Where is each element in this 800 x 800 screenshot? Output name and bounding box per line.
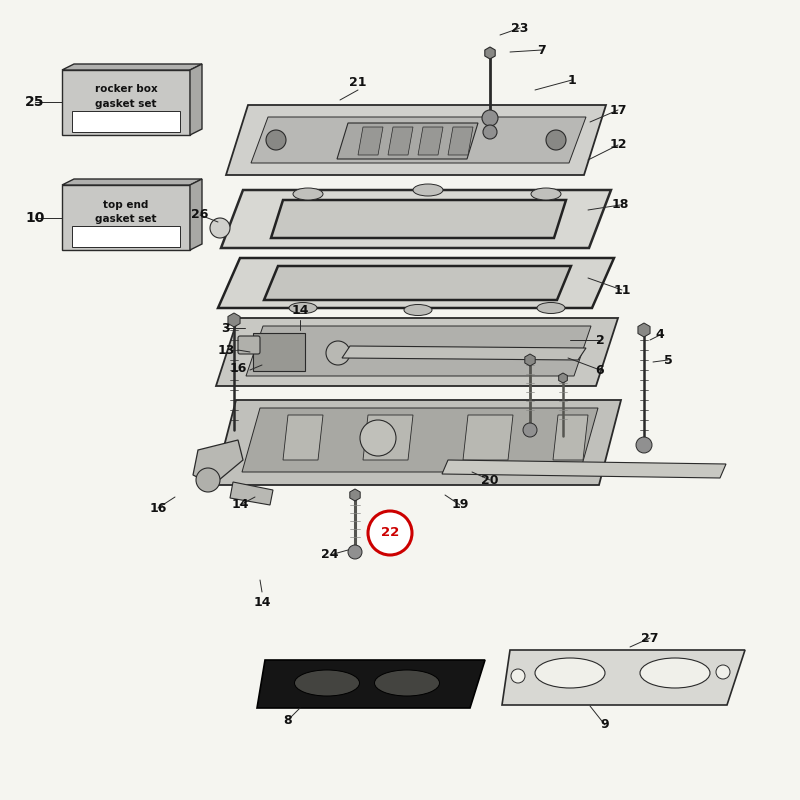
Circle shape xyxy=(368,511,412,555)
Polygon shape xyxy=(216,318,618,386)
FancyBboxPatch shape xyxy=(253,333,305,371)
Polygon shape xyxy=(463,415,513,460)
Ellipse shape xyxy=(531,188,561,200)
Polygon shape xyxy=(358,127,383,155)
Polygon shape xyxy=(448,127,473,155)
Polygon shape xyxy=(62,64,202,70)
Text: 3: 3 xyxy=(222,322,230,334)
Polygon shape xyxy=(350,489,360,501)
Polygon shape xyxy=(342,346,586,360)
Polygon shape xyxy=(283,415,323,460)
Text: 11: 11 xyxy=(614,283,630,297)
Text: 2: 2 xyxy=(596,334,604,346)
Text: 21: 21 xyxy=(350,77,366,90)
Polygon shape xyxy=(193,440,243,485)
Text: rocker box: rocker box xyxy=(94,85,158,94)
Circle shape xyxy=(546,130,566,150)
Polygon shape xyxy=(218,258,614,308)
Text: 14: 14 xyxy=(254,597,270,610)
Text: 9: 9 xyxy=(601,718,610,731)
Polygon shape xyxy=(257,660,485,708)
Circle shape xyxy=(210,218,230,238)
Polygon shape xyxy=(525,354,535,366)
Polygon shape xyxy=(228,313,240,327)
Ellipse shape xyxy=(640,658,710,688)
Polygon shape xyxy=(72,226,180,247)
Text: 20: 20 xyxy=(482,474,498,486)
Polygon shape xyxy=(242,408,598,472)
Text: 1: 1 xyxy=(568,74,576,86)
Text: 8: 8 xyxy=(284,714,292,726)
Text: 16: 16 xyxy=(230,362,246,374)
Text: 14: 14 xyxy=(231,498,249,511)
Polygon shape xyxy=(230,482,273,505)
Polygon shape xyxy=(553,415,588,460)
Text: 23: 23 xyxy=(511,22,529,34)
Polygon shape xyxy=(251,117,586,163)
Circle shape xyxy=(360,420,396,456)
Polygon shape xyxy=(226,105,606,175)
Circle shape xyxy=(266,130,286,150)
Polygon shape xyxy=(363,415,413,460)
Circle shape xyxy=(196,468,220,492)
Text: 14: 14 xyxy=(291,303,309,317)
Polygon shape xyxy=(638,323,650,337)
Polygon shape xyxy=(221,190,611,248)
Circle shape xyxy=(716,665,730,679)
Text: 18: 18 xyxy=(611,198,629,211)
Polygon shape xyxy=(62,185,190,250)
Polygon shape xyxy=(62,179,202,185)
Ellipse shape xyxy=(289,302,317,314)
Polygon shape xyxy=(337,123,478,159)
Polygon shape xyxy=(388,127,413,155)
Polygon shape xyxy=(271,200,566,238)
Text: 27: 27 xyxy=(642,631,658,645)
Circle shape xyxy=(483,125,497,139)
Circle shape xyxy=(326,341,350,365)
Text: 17: 17 xyxy=(610,103,626,117)
Polygon shape xyxy=(502,650,745,705)
Text: 13: 13 xyxy=(218,343,234,357)
FancyBboxPatch shape xyxy=(238,336,260,354)
Polygon shape xyxy=(442,460,726,478)
Text: 7: 7 xyxy=(538,43,546,57)
Text: 25: 25 xyxy=(26,95,45,109)
Polygon shape xyxy=(558,373,567,383)
Ellipse shape xyxy=(294,670,359,696)
Text: 19: 19 xyxy=(451,498,469,511)
Polygon shape xyxy=(72,111,180,132)
Circle shape xyxy=(636,437,652,453)
Ellipse shape xyxy=(374,670,439,696)
Text: 26: 26 xyxy=(191,209,209,222)
Text: 22: 22 xyxy=(381,526,399,539)
Circle shape xyxy=(348,545,362,559)
Text: 16: 16 xyxy=(150,502,166,514)
Text: gasket set: gasket set xyxy=(95,214,157,224)
Circle shape xyxy=(511,669,525,683)
Polygon shape xyxy=(246,326,591,376)
Text: gasket set: gasket set xyxy=(95,98,157,109)
Ellipse shape xyxy=(535,658,605,688)
Ellipse shape xyxy=(537,302,565,314)
Text: top end: top end xyxy=(103,199,149,210)
Ellipse shape xyxy=(293,188,323,200)
Text: 24: 24 xyxy=(322,549,338,562)
Text: 4: 4 xyxy=(656,329,664,342)
Ellipse shape xyxy=(413,184,443,196)
Text: 10: 10 xyxy=(26,211,45,225)
Text: 5: 5 xyxy=(664,354,672,366)
Text: 6: 6 xyxy=(596,363,604,377)
Polygon shape xyxy=(62,70,190,135)
Text: 12: 12 xyxy=(610,138,626,151)
Polygon shape xyxy=(190,64,202,135)
Polygon shape xyxy=(485,47,495,59)
Circle shape xyxy=(523,423,537,437)
Polygon shape xyxy=(264,266,571,300)
Polygon shape xyxy=(190,179,202,250)
Circle shape xyxy=(482,110,498,126)
Ellipse shape xyxy=(404,305,432,315)
Polygon shape xyxy=(418,127,443,155)
Polygon shape xyxy=(214,400,621,485)
